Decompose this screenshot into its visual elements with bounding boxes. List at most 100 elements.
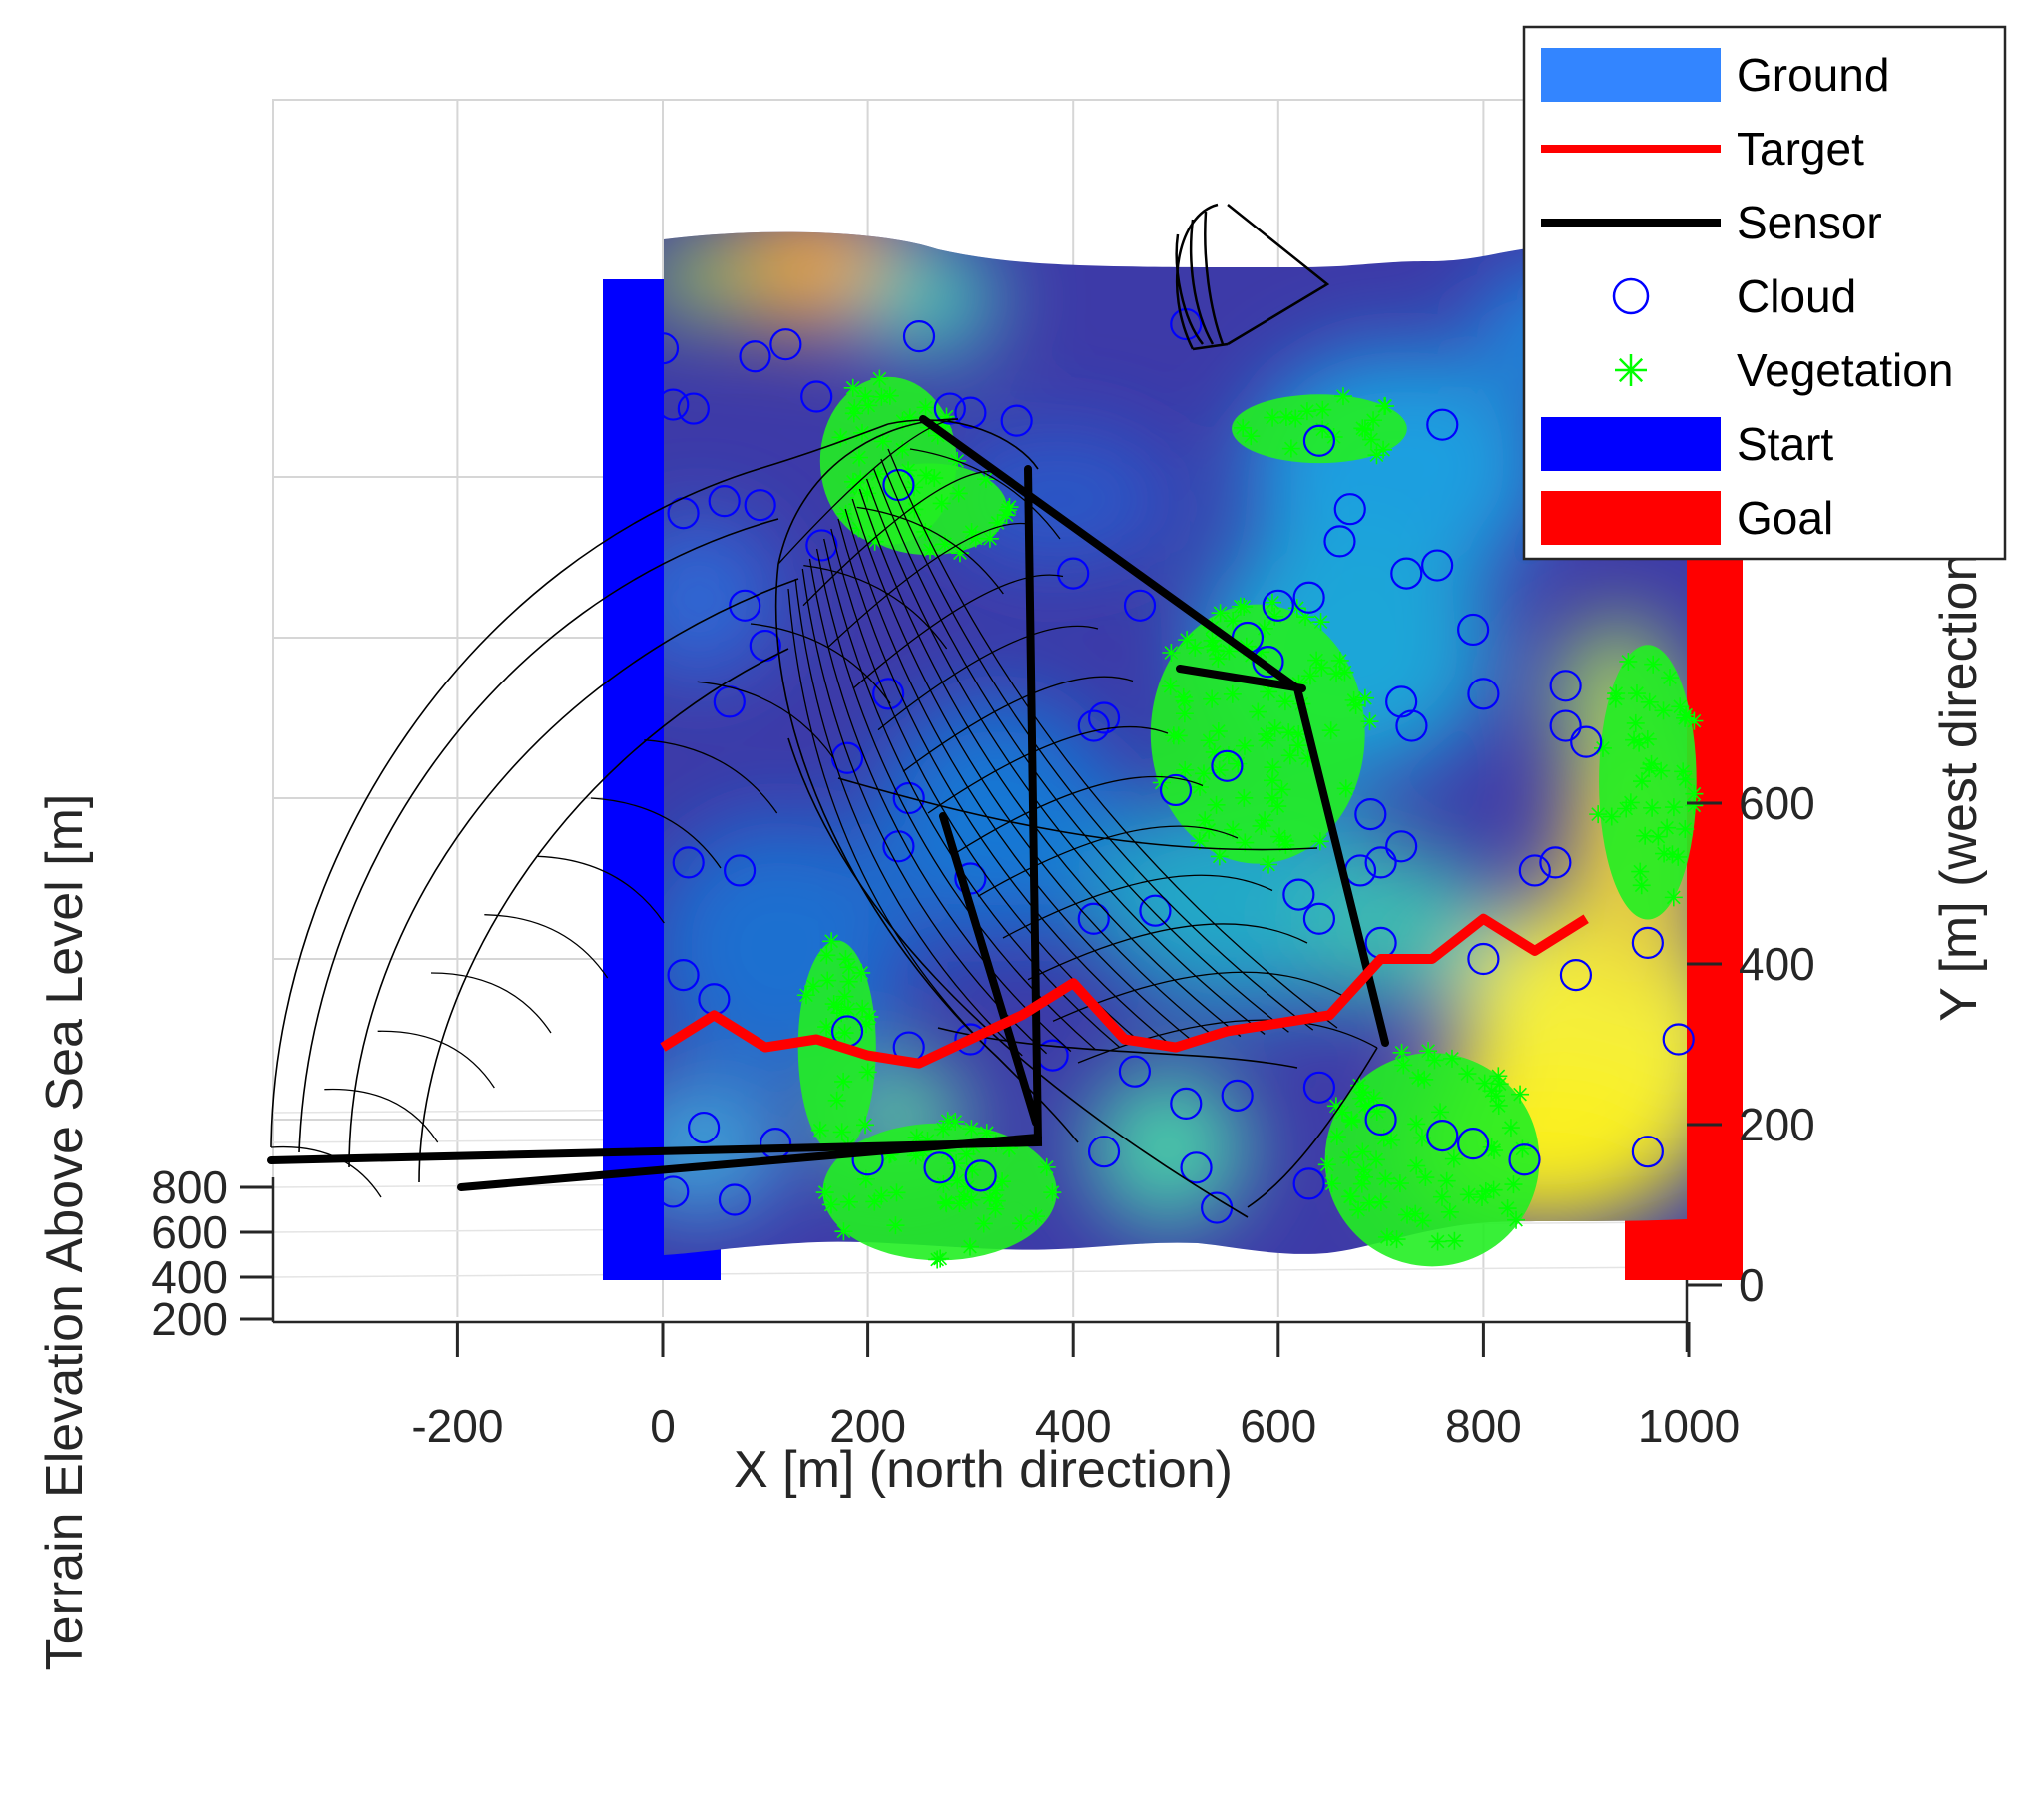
z-tick-label: 800 bbox=[151, 1161, 228, 1213]
sensor-dome-mesh bbox=[270, 418, 1378, 1198]
vegetation-cluster bbox=[815, 1112, 1062, 1269]
cloud-marker bbox=[1139, 894, 1172, 927]
legend-swatch bbox=[1615, 354, 1647, 386]
cloud-marker bbox=[1421, 549, 1454, 582]
x-tick-label: 1000 bbox=[1638, 1400, 1740, 1452]
cloud-marker bbox=[1333, 493, 1366, 526]
legend: Ground Target Sensor Cloud Vegetation Start Go… bbox=[1522, 25, 2007, 561]
dome-mesh-line bbox=[851, 498, 1217, 1040]
cloud-marker bbox=[1077, 709, 1110, 742]
legend-label: Goal bbox=[1737, 492, 1833, 544]
dome-mesh-line bbox=[952, 775, 1204, 856]
legend-entry: Cloud bbox=[1612, 270, 1856, 322]
cloud-marker bbox=[1390, 557, 1423, 590]
cloud-marker bbox=[1057, 557, 1090, 590]
dome-mesh-line bbox=[1077, 1019, 1378, 1064]
dome-mesh-line bbox=[977, 825, 1239, 897]
cloud-marker bbox=[1211, 749, 1244, 782]
axes-layer: -200 0 200 400 600 800 10000200400600200400600… bbox=[151, 777, 1815, 1452]
cloud-marker bbox=[1559, 958, 1593, 992]
cloud-marker bbox=[1292, 1167, 1325, 1200]
cloud-marker bbox=[744, 489, 776, 522]
cloud-layer bbox=[646, 307, 1695, 1224]
dome-mesh-line bbox=[852, 574, 1064, 689]
cloud-marker bbox=[1302, 424, 1336, 457]
dome-mesh-line bbox=[484, 914, 609, 979]
cloud-marker bbox=[1221, 1079, 1254, 1112]
legend-entry: Ground bbox=[1541, 48, 1889, 102]
cloud-marker bbox=[872, 678, 905, 710]
dome-mesh-line bbox=[873, 468, 1289, 1033]
dome-mesh-line bbox=[1002, 874, 1273, 939]
dome-mesh-line bbox=[827, 522, 1029, 648]
dome-mesh-line bbox=[324, 1088, 439, 1143]
cloud-marker bbox=[1631, 1136, 1664, 1168]
cloud-marker bbox=[723, 854, 757, 887]
legend-swatch bbox=[1612, 277, 1650, 315]
cloud-marker bbox=[1364, 846, 1397, 879]
cloud-marker bbox=[1159, 773, 1193, 807]
cloud-marker bbox=[830, 741, 864, 774]
dome-mesh-line bbox=[801, 568, 1048, 1055]
legend-swatch bbox=[1541, 48, 1721, 102]
y-tick-label: 200 bbox=[1739, 1099, 1815, 1150]
cloud-marker bbox=[657, 1175, 690, 1208]
cloud-marker bbox=[1662, 1023, 1695, 1056]
cloud-marker bbox=[892, 781, 925, 815]
cloud-marker bbox=[1385, 685, 1418, 718]
cloud-marker bbox=[1282, 878, 1315, 911]
cloud-marker bbox=[805, 529, 838, 562]
cloud-marker bbox=[1518, 854, 1551, 887]
cloud-marker bbox=[923, 1151, 956, 1184]
cloud-marker bbox=[1292, 581, 1325, 614]
cloud-marker bbox=[933, 392, 966, 425]
cloud-marker bbox=[1385, 830, 1418, 863]
cloud-marker bbox=[1302, 1071, 1336, 1104]
dome-mesh-line bbox=[808, 558, 1072, 1053]
sensor-dome-small bbox=[1175, 203, 1330, 351]
sensor-dome-large bbox=[270, 418, 1378, 1218]
cloud-marker bbox=[667, 958, 700, 992]
cloud-marker bbox=[1539, 846, 1572, 879]
dome-mesh-line bbox=[697, 681, 834, 759]
dome-mesh-line bbox=[902, 676, 1134, 772]
cloud-marker bbox=[1395, 709, 1428, 742]
legend-entry: Vegetation bbox=[1615, 344, 1953, 396]
y-tick-label: 0 bbox=[1739, 1259, 1765, 1311]
cloud-marker bbox=[1252, 646, 1284, 679]
vegetation-cluster bbox=[1589, 645, 1704, 920]
legend-label: Ground bbox=[1737, 49, 1889, 101]
grid-line-z bbox=[272, 1266, 1688, 1278]
cloud-marker bbox=[677, 392, 710, 425]
cloud-marker bbox=[1549, 709, 1582, 742]
sensor-lines bbox=[267, 415, 1389, 1191]
cloud-marker bbox=[1549, 670, 1582, 702]
cloud-marker bbox=[657, 388, 690, 421]
legend-entry: Target bbox=[1541, 123, 1864, 175]
cloud-marker bbox=[1508, 1143, 1541, 1176]
dome-mesh-line bbox=[802, 470, 994, 607]
cloud-marker bbox=[1000, 404, 1033, 437]
target-path bbox=[660, 913, 1589, 1069]
dome-mesh-line bbox=[880, 458, 1314, 1031]
dome-mesh-line bbox=[777, 418, 959, 565]
dome-mesh-line bbox=[887, 448, 1338, 1029]
cloud-marker bbox=[1087, 701, 1121, 734]
cloud-marker bbox=[1087, 1136, 1121, 1168]
cloud-marker bbox=[688, 1111, 721, 1144]
cloud-marker bbox=[954, 396, 987, 429]
cloud-marker bbox=[718, 1183, 752, 1216]
dome-mesh-line bbox=[644, 739, 778, 814]
cloud-marker bbox=[1180, 1151, 1213, 1184]
cloud-marker bbox=[1170, 1087, 1203, 1121]
dome-mesh-line bbox=[377, 1030, 495, 1089]
vegetation-cluster bbox=[1317, 1042, 1540, 1267]
legend-entry: Sensor bbox=[1541, 197, 1882, 248]
cloud-marker bbox=[1457, 613, 1490, 647]
legend-label: Vegetation bbox=[1737, 344, 1953, 396]
dome-mesh-line bbox=[430, 972, 552, 1034]
legend-entry: Start bbox=[1541, 417, 1833, 471]
y-tick-label: 400 bbox=[1739, 938, 1815, 990]
cloud-marker bbox=[672, 846, 705, 879]
